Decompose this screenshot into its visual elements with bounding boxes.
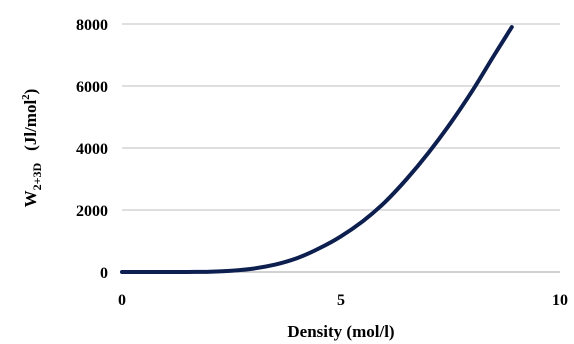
y-tick-label: 4000 bbox=[76, 141, 108, 158]
x-tick-label: 10 bbox=[552, 292, 568, 309]
y-axis-title-unit-sup: 2 bbox=[20, 94, 32, 100]
y-axis-title: W2+3D (Jl/mol2) bbox=[20, 89, 44, 208]
y-tick-label: 6000 bbox=[76, 79, 108, 96]
y-tick-label: 0 bbox=[100, 265, 108, 282]
y-axis-title-subscript: 2+3D bbox=[30, 163, 44, 191]
grid-lines bbox=[122, 23, 560, 211]
y-tick-label: 8000 bbox=[76, 17, 108, 34]
x-tick-label: 5 bbox=[337, 292, 345, 309]
y-tick-labels: 0 2000 4000 6000 8000 bbox=[76, 17, 108, 282]
y-tick-label: 2000 bbox=[76, 203, 108, 220]
y-axis-title-unit-close: ) bbox=[21, 89, 40, 95]
x-axis-title: Density (mol/l) bbox=[287, 322, 394, 341]
y-axis-title-unit-open: (Jl/mol bbox=[21, 100, 40, 151]
series-line-0 bbox=[120, 25, 514, 275]
x-tick-label: 0 bbox=[118, 292, 126, 309]
x-tick-labels: 0 5 10 bbox=[118, 292, 568, 309]
y-axis-title-main: W bbox=[21, 190, 40, 207]
series-layer bbox=[120, 25, 514, 275]
